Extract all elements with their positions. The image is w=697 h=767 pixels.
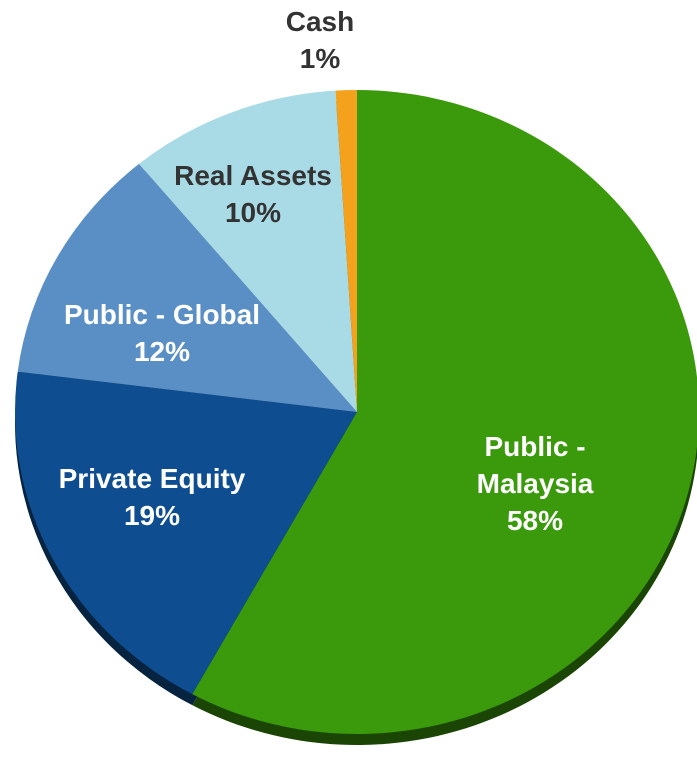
- slice: [335, 90, 357, 412]
- slice-name: Cash: [285, 6, 355, 37]
- slice: [17, 163, 357, 412]
- slice-label: Public - Malaysia 58%: [455, 428, 615, 539]
- slice-name: Real Assets: [174, 160, 332, 191]
- slice-label: Private Equity 19%: [59, 460, 246, 534]
- slice-label: Real Assets 10%: [174, 157, 332, 231]
- slice-name: Public - Global: [63, 299, 261, 330]
- slice-name: Private Equity: [58, 463, 246, 494]
- slice: [139, 90, 357, 413]
- slice-value: 10%: [224, 197, 282, 228]
- slice-value: 58%: [506, 505, 564, 536]
- slice-label: Public - Global 12%: [64, 296, 260, 370]
- slice: [192, 90, 697, 734]
- slice-value: 1%: [299, 43, 341, 74]
- slice-value: 12%: [133, 336, 191, 367]
- slice-name: Public - Malaysia: [476, 431, 594, 499]
- slice-label: Cash 1%: [286, 3, 354, 77]
- slice: [14, 371, 357, 695]
- slice-value: 19%: [123, 500, 181, 531]
